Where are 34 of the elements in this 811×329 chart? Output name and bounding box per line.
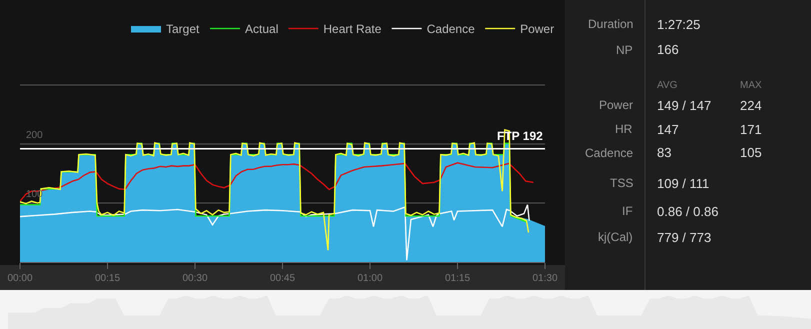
text: 0.86 / 0.86 (657, 204, 718, 219)
text: IF (622, 204, 633, 218)
x-tick-label: 01:30 (532, 273, 558, 284)
x-tick-label: 00:00 (7, 273, 33, 284)
text: 147 (657, 122, 679, 137)
text: Cadence (585, 146, 634, 160)
text: 109 / 111 (657, 176, 710, 191)
x-tick-label: 01:00 (357, 273, 383, 284)
legend-label: Cadence (426, 22, 476, 36)
legend-label: Power (520, 22, 554, 36)
text: AVG (657, 80, 678, 91)
legend-label: Actual (245, 22, 278, 36)
text: Power (599, 98, 634, 112)
text: MAX (740, 80, 762, 91)
text: 224 (740, 98, 762, 113)
text: kj(Cal) (598, 230, 633, 244)
text: 171 (740, 122, 762, 137)
x-tick-label: 00:45 (270, 273, 296, 284)
text: 1:27:25 (657, 17, 700, 32)
legend-label: Target (166, 22, 200, 36)
x-tick-label: 01:15 (444, 273, 470, 284)
text: NP (616, 43, 633, 57)
text: 779 / 773 (657, 230, 712, 245)
legend-label: Heart Rate (323, 22, 382, 36)
x-tick-label: 00:30 (182, 273, 208, 284)
text: HR (615, 122, 633, 136)
x-tick-label: 00:15 (94, 273, 120, 284)
y-tick-label: 200 (26, 130, 44, 141)
text: 166 (657, 42, 679, 57)
text: 149 / 147 (657, 98, 712, 113)
text: 105 (740, 145, 762, 160)
text: TSS (610, 176, 634, 190)
text: Duration (588, 17, 634, 31)
text: 83 (657, 145, 672, 160)
